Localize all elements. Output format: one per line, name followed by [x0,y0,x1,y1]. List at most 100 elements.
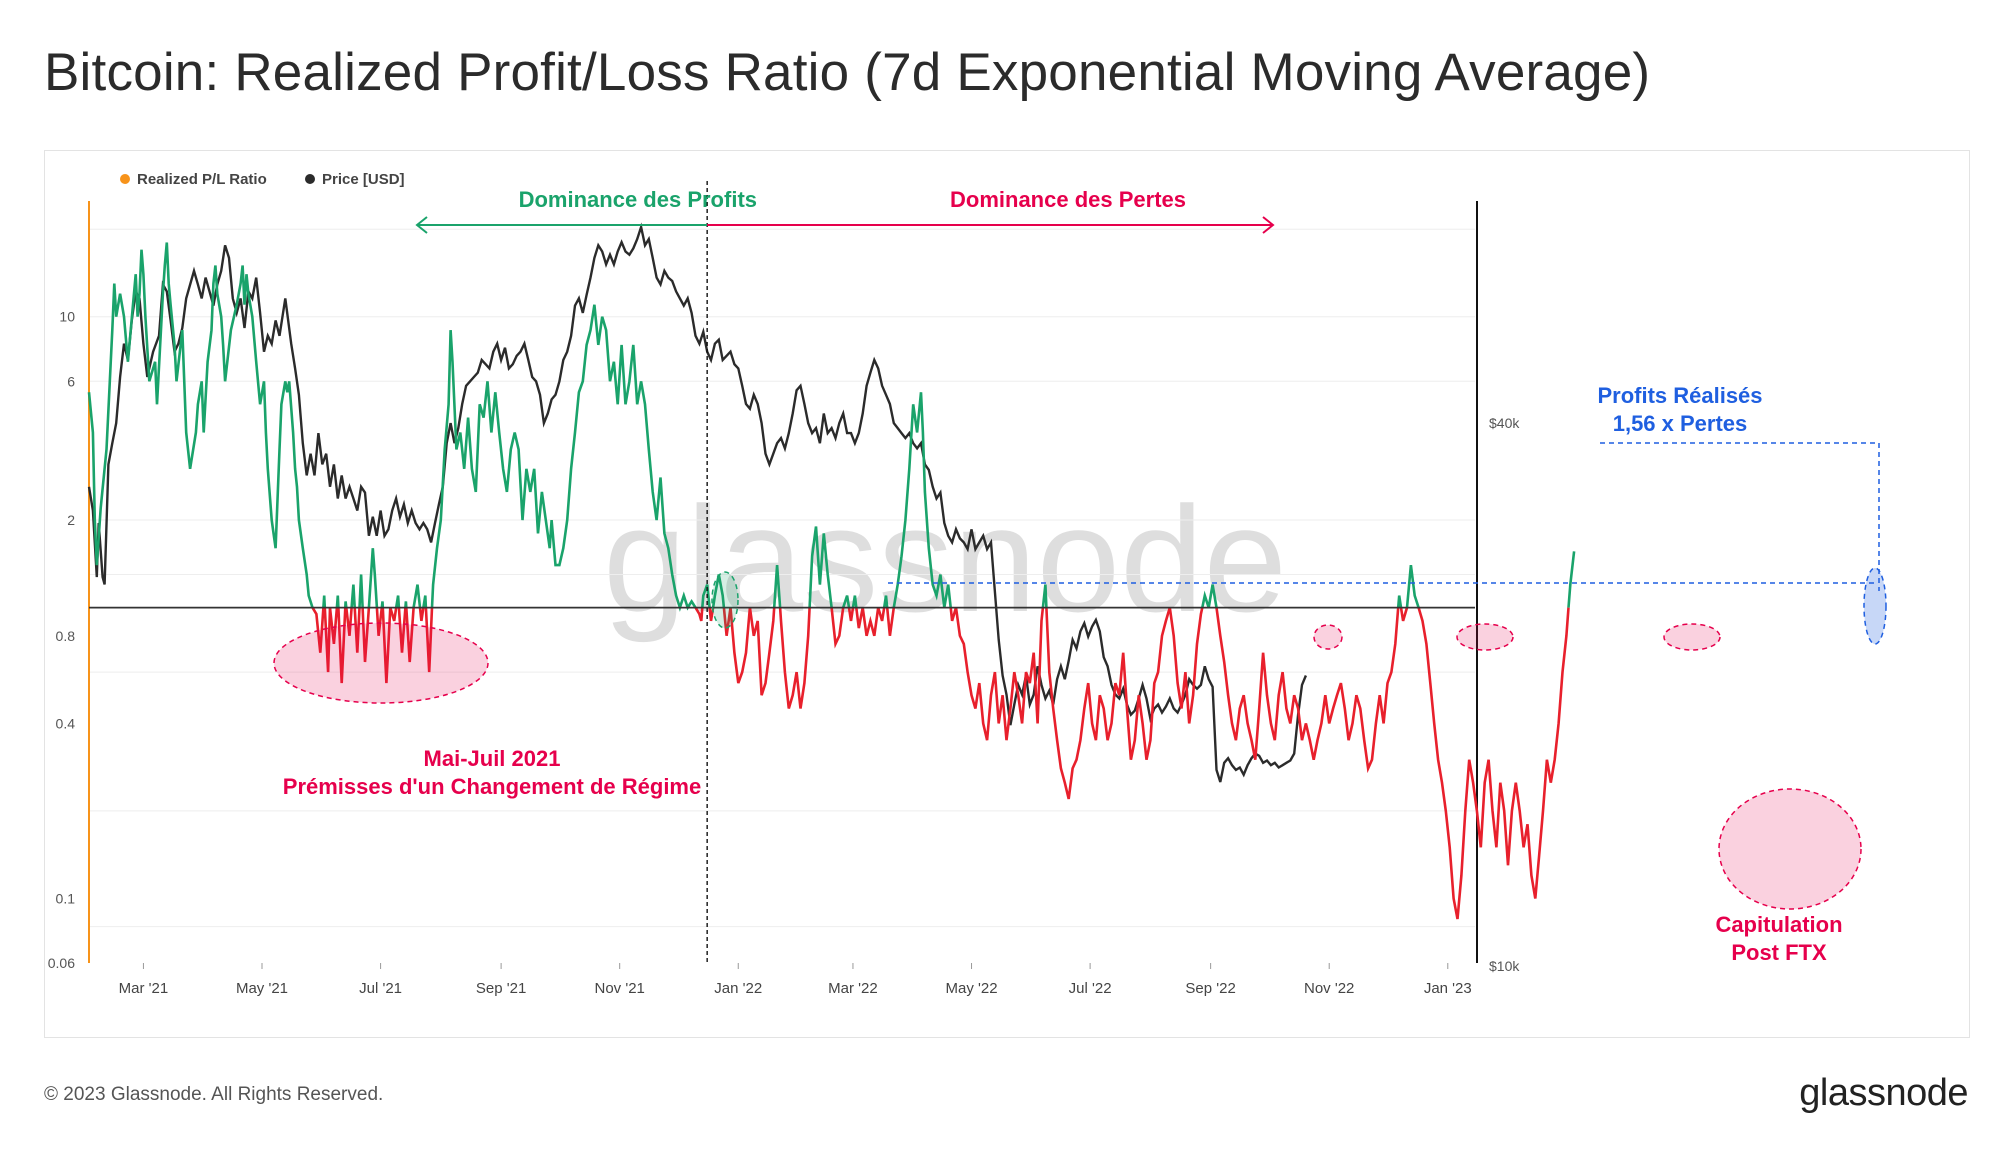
ratio-line-segment [1405,564,1420,609]
x-tick-label: Mar '21 [119,980,169,997]
ratio-line-segment [358,574,364,608]
ratio-line-segment [808,526,833,608]
legend-dot-ratio [120,174,130,184]
x-tick-label: Nov '21 [594,980,644,997]
ratio-line-segment [1045,607,1172,800]
glassnode-logo[interactable]: glassnode [1799,1072,1968,1114]
loss-spike-highlight-2 [1456,623,1514,651]
ratio-line-segment [397,607,407,653]
ratio-line-segment [876,607,886,622]
ratio-line-segment [1417,607,1570,920]
annotation-profits-dominance: Dominance des Profits [519,187,757,212]
ratio-line-segment [405,607,415,663]
ratio-line-segment [841,595,851,609]
legend-dot-price [305,174,315,184]
loss-spike-highlight-3 [1663,623,1721,651]
x-tick-label: Jan '22 [714,980,762,997]
y-left-tick: 6 [67,373,75,389]
annotation-realized-line2: 1,56 x Pertes [1613,411,1748,436]
ratio-line-segment [422,595,428,608]
series-group [87,181,1887,963]
ratio-line-segment [424,607,434,673]
x-tick-label: Jul '22 [1069,980,1112,997]
ratio-line-segment [404,601,408,608]
annotation-capitulation-line1: Capitulation [1715,912,1842,937]
annotation-regime-line1: Mai-Juil 2021 [424,746,561,771]
legend-label-price[interactable]: Price [USD] [322,171,405,188]
ratio-line-segment [418,607,425,622]
realized-profit-highlight [1863,567,1887,645]
legend: Realized P/L Ratio Price [USD] [120,171,405,188]
ratio-line-segment [748,607,776,696]
price-line [87,222,1308,783]
y-left-tick: 10 [59,309,75,325]
losses-arrowhead [1262,216,1275,234]
ratio-line-segment [389,607,398,622]
ratio-line-segment [1215,607,1400,774]
annotation-regime-line2: Prémisses d'un Changement de Régime [283,774,701,799]
x-tick-label: Jul '21 [359,980,402,997]
ratio-line-segment [375,607,384,636]
x-tick-label: Jan '23 [1424,980,1472,997]
ratio-line-segment [367,548,379,608]
page-title: Bitcoin: Realized Profit/Loss Ratio (7d … [44,43,1651,102]
x-tick-label: May '22 [945,980,997,997]
ratio-line-segment [892,392,952,608]
ratio-line-segment [328,607,339,645]
x-tick-label: Nov '22 [1304,980,1354,997]
annotation-losses-dominance: Dominance des Pertes [950,187,1186,212]
ratio-line-segment [949,607,958,622]
ratio-line-segment [311,606,325,653]
y-left-tick: 0.1 [56,890,76,906]
y-left-tick: 2 [67,512,75,528]
ratio-line-segment [344,601,348,608]
ratio-line-segment [1396,595,1403,608]
profit-spike-highlight [711,571,739,629]
ratio-line-segment [861,607,880,637]
ratio-line-segment [380,601,385,608]
y-left-tick: 0.4 [56,715,76,731]
ratio-line-segment [361,607,371,663]
ratio-line-segment [778,607,811,709]
ratio-line-segment [847,607,855,622]
ratio-line-segment [353,607,361,653]
ratio-line-segment [345,607,353,636]
ratio-line-segment [855,607,864,629]
axes: 10 6 2 0.8 0.4 0.1 0.06 $40k $10k Mar '21 May '21 J… [48,201,1520,997]
y-right-tick: $10k [1489,958,1520,974]
chart-svg: Realized P/L Ratio Price [USD] glassnode… [48,171,1887,997]
ratio-line-segment [412,584,422,608]
ratio-line-segment [350,584,356,608]
grid [89,228,1475,928]
ratio-line-segment [337,607,347,684]
annotation-realized-line1: Profits Réalisés [1597,383,1762,408]
x-tick-label: Sep '22 [1185,980,1235,997]
footer-copyright: © 2023 Glassnode. All Rights Reserved. [44,1084,384,1105]
capitulation-highlight [1718,788,1862,910]
ratio-line-segment [954,607,1045,741]
regime-highlight [273,622,489,704]
ratio-line-segment [322,595,327,608]
ratio-line-segment [729,607,752,684]
x-tick-label: Sep '21 [476,980,526,997]
ratio-line-segment [1567,551,1576,608]
y-right-tick: $40k [1489,415,1520,431]
ratio-line-segment [694,606,704,622]
ratio-line-segment [830,607,845,649]
ratio-line-segment [1399,607,1409,622]
ratio-line-segment [381,607,392,684]
watermark: glassnode [603,475,1287,643]
ratio-line-segment [335,595,340,608]
y-left-tick: 0.06 [48,955,75,971]
ratio-line-segment [722,607,732,636]
x-tick-label: Mar '22 [828,980,878,997]
ratio-line-segment [1041,584,1048,608]
legend-label-ratio[interactable]: Realized P/L Ratio [137,171,267,188]
ratio-line-segment [701,584,711,608]
chart-panel: Realized P/L Ratio Price [USD] glassnode… [44,150,1970,1038]
y-left-tick: 0.8 [56,628,76,644]
x-tick-label: May '21 [236,980,288,997]
ratio-line-segment [394,595,401,608]
ratio-line-segment [1168,607,1204,724]
ratio-line-segment [885,607,896,636]
